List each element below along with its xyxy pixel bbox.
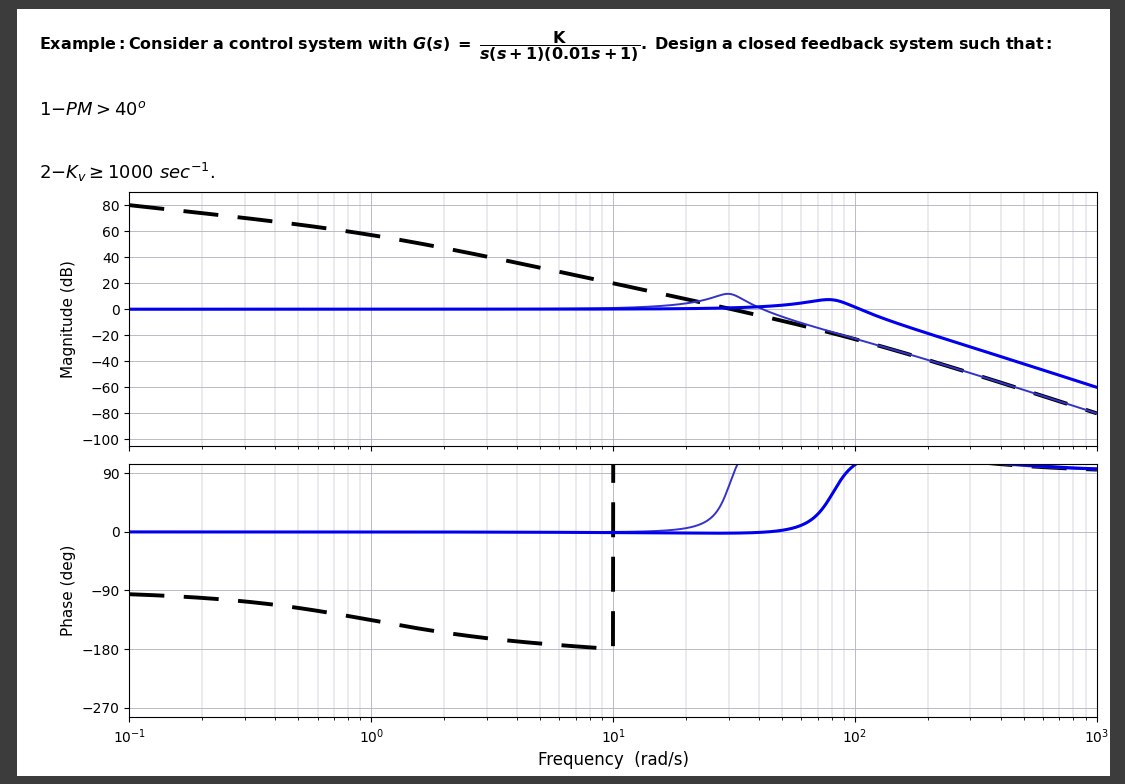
Y-axis label: Magnitude (dB): Magnitude (dB)	[61, 260, 76, 378]
X-axis label: Frequency  (rad/s): Frequency (rad/s)	[538, 751, 688, 769]
Text: $2\mathrm{-}K_v \geq 1000\ \mathit{sec}^{-1}.$: $2\mathrm{-}K_v \geq 1000\ \mathit{sec}^…	[39, 161, 215, 183]
Text: $1\mathrm{-}PM > 40^o$: $1\mathrm{-}PM > 40^o$	[39, 101, 146, 119]
Y-axis label: Phase (deg): Phase (deg)	[61, 545, 76, 636]
Text: $\mathbf{Example: Consider\ a\ control\ system\ with\ }$$\boldsymbol{G(s)}$$\mat: $\mathbf{Example: Consider\ a\ control\ …	[39, 29, 1053, 64]
